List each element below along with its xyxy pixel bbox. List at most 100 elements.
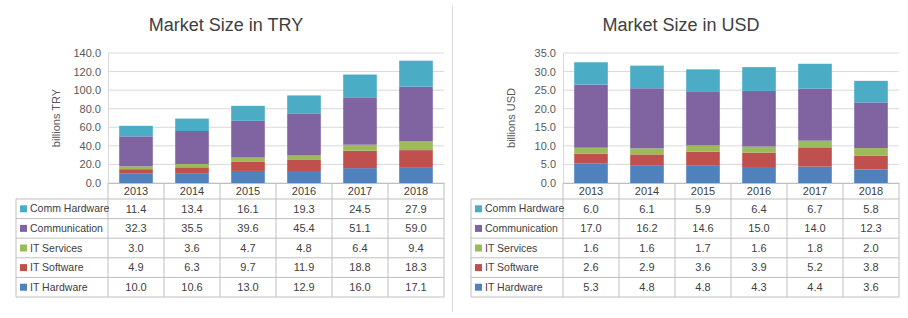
table-value: 1.7: [695, 242, 710, 254]
y-tick: 0.0: [541, 177, 563, 189]
bar-series: [119, 87, 433, 167]
table-value: 4.8: [695, 281, 710, 293]
bar: [630, 66, 664, 89]
table-value: 6.3: [184, 261, 199, 273]
bar: [686, 69, 720, 91]
table-value: 2.0: [863, 242, 878, 254]
table-border: [16, 218, 444, 219]
x-tick: 2014: [180, 183, 204, 197]
y-tick-label: 80.0: [80, 103, 101, 115]
y-axis-line: [108, 54, 109, 184]
bar: [287, 156, 321, 160]
table-value: 27.9: [405, 203, 426, 215]
x-tick-label: 2017: [348, 185, 372, 197]
legend-swatch: [475, 205, 482, 212]
y-tick-label: 100.0: [73, 84, 101, 96]
y-tick: 25.0: [535, 84, 563, 96]
x-tick: 2017: [348, 183, 372, 197]
legend-label: IT Software: [30, 261, 84, 273]
legend-label: Communication: [485, 222, 558, 234]
table-border: [164, 183, 165, 297]
y-tick-label: 10.0: [535, 140, 556, 152]
bar: [630, 148, 664, 154]
chart-panel: Market Size in USD0.05.010.015.020.025.0…: [471, 15, 900, 297]
table-border: [16, 277, 444, 278]
bar-series: [119, 150, 433, 174]
table-border: [471, 257, 899, 258]
bar: [399, 150, 433, 167]
table-value: 9.7: [240, 261, 255, 273]
bar-series: [119, 61, 433, 137]
bar: [287, 95, 321, 113]
grid-line: [108, 53, 444, 54]
y-tick: 0.0: [86, 177, 108, 189]
bar: [399, 87, 433, 142]
grid-line: [563, 53, 899, 54]
bar: [119, 169, 153, 174]
table-value: 5.2: [807, 261, 822, 273]
table-value: 5.3: [583, 281, 598, 293]
table-border: [731, 183, 732, 297]
table-value: 6.1: [639, 203, 654, 215]
table-value: 14.6: [692, 222, 713, 234]
x-tick: 2015: [691, 183, 715, 197]
table-row: IT Software4.96.39.711.918.818.3: [20, 261, 427, 273]
table-value: 3.6: [695, 261, 710, 273]
table-value: 35.5: [181, 222, 202, 234]
table-row: IT Services3.03.64.74.86.49.4: [20, 242, 424, 254]
grid-line: [563, 145, 899, 146]
table-value: 6.4: [352, 242, 367, 254]
x-tick-label: 2016: [292, 185, 316, 197]
grid-line: [563, 164, 899, 165]
y-tick: 140.0: [73, 47, 108, 59]
x-tick-label: 2013: [579, 185, 603, 197]
table-border: [471, 238, 899, 239]
bar: [175, 173, 209, 183]
bar-series: [574, 147, 888, 169]
chart-page: Market Size in TRY0.020.040.060.080.0100…: [0, 0, 908, 318]
bar: [175, 119, 209, 131]
table-value: 59.0: [405, 222, 426, 234]
y-tick: 15.0: [535, 121, 563, 133]
bar: [399, 141, 433, 150]
x-tick: 2013: [124, 183, 148, 197]
y-tick-label: 140.0: [73, 47, 101, 59]
table-row: IT Software2.62.93.63.95.23.8: [475, 261, 879, 273]
table-border: [471, 199, 472, 297]
y-tick: 80.0: [80, 103, 108, 115]
table-value: 10.6: [181, 281, 202, 293]
bar: [798, 147, 832, 166]
chart-panel: Market Size in TRY0.020.040.060.080.0100…: [16, 15, 445, 297]
bar: [175, 131, 209, 164]
x-tick-label: 2014: [635, 185, 659, 197]
table-value: 16.0: [349, 281, 370, 293]
table-value: 4.7: [240, 242, 255, 254]
grid: [563, 53, 899, 183]
table-value: 51.1: [349, 222, 370, 234]
table-border: [276, 183, 277, 297]
bar: [854, 102, 888, 148]
table-value: 4.9: [128, 261, 143, 273]
table-value: 9.4: [408, 242, 423, 254]
bar: [343, 75, 377, 98]
table-border: [220, 183, 221, 297]
y-tick: 100.0: [73, 84, 108, 96]
bar: [231, 171, 265, 183]
bar: [343, 168, 377, 183]
table-border: [471, 297, 899, 298]
y-tick-label: 0.0: [86, 177, 101, 189]
x-tick: 2015: [236, 183, 260, 197]
data-table: Comm Hardware6.06.15.96.46.75.8 Communica…: [471, 183, 899, 297]
grid: [108, 53, 444, 183]
table-value: 1.8: [807, 242, 822, 254]
table-value: 3.6: [863, 281, 878, 293]
bar: [231, 121, 265, 158]
bar: [742, 147, 776, 153]
table-row: Comm Hardware6.06.15.96.46.75.8: [475, 202, 879, 214]
y-tick: 120.0: [73, 66, 108, 78]
x-tick-label: 2013: [124, 185, 148, 197]
x-tick-label: 2016: [747, 185, 771, 197]
table-border: [563, 183, 564, 297]
table-row: IT Hardware10.010.613.012.916.017.1: [20, 281, 427, 293]
y-tick-label: 35.0: [535, 47, 556, 59]
